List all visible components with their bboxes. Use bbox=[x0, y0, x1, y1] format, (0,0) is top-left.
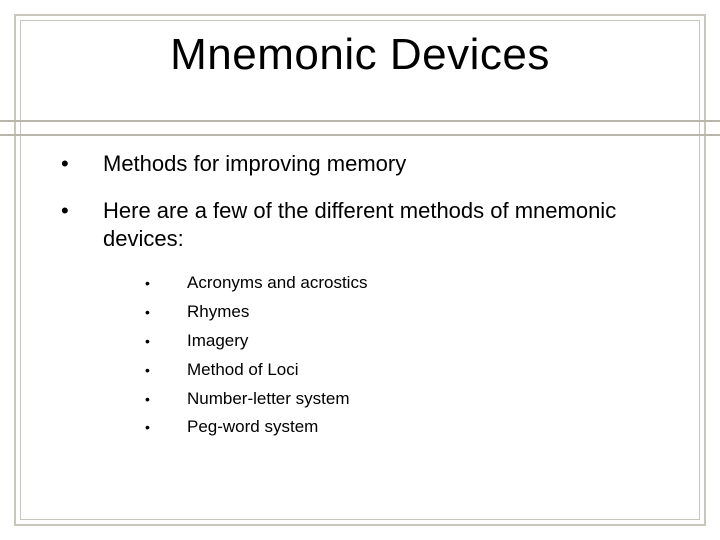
divider-line-top bbox=[0, 120, 720, 122]
sub-point: • Acronyms and acrostics bbox=[145, 272, 665, 295]
sub-point: • Imagery bbox=[145, 330, 665, 353]
sub-point-text: Acronyms and acrostics bbox=[187, 272, 665, 295]
bullet-icon: • bbox=[145, 330, 187, 351]
main-point-text: Methods for improving memory bbox=[103, 150, 665, 179]
bullet-icon: • bbox=[55, 150, 103, 179]
sub-point: • Method of Loci bbox=[145, 359, 665, 382]
divider-band bbox=[0, 120, 720, 138]
sub-point-text: Peg-word system bbox=[187, 416, 665, 439]
sub-point-text: Rhymes bbox=[187, 301, 665, 324]
main-point: • Methods for improving memory bbox=[55, 150, 665, 179]
bullet-icon: • bbox=[145, 359, 187, 380]
slide: Mnemonic Devices • Methods for improving… bbox=[0, 0, 720, 540]
divider-line-bottom bbox=[0, 134, 720, 136]
sub-list: • Acronyms and acrostics • Rhymes • Imag… bbox=[145, 272, 665, 440]
sub-point: • Number-letter system bbox=[145, 388, 665, 411]
sub-point-text: Method of Loci bbox=[187, 359, 665, 382]
sub-point-text: Imagery bbox=[187, 330, 665, 353]
slide-title: Mnemonic Devices bbox=[0, 30, 720, 80]
main-point-text: Here are a few of the different methods … bbox=[103, 197, 665, 254]
main-point: • Here are a few of the different method… bbox=[55, 197, 665, 254]
bullet-icon: • bbox=[55, 197, 103, 226]
content-area: • Methods for improving memory • Here ar… bbox=[55, 150, 665, 445]
bullet-icon: • bbox=[145, 388, 187, 409]
sub-point: • Peg-word system bbox=[145, 416, 665, 439]
bullet-icon: • bbox=[145, 301, 187, 322]
bullet-icon: • bbox=[145, 416, 187, 437]
bullet-icon: • bbox=[145, 272, 187, 293]
sub-point-text: Number-letter system bbox=[187, 388, 665, 411]
sub-point: • Rhymes bbox=[145, 301, 665, 324]
